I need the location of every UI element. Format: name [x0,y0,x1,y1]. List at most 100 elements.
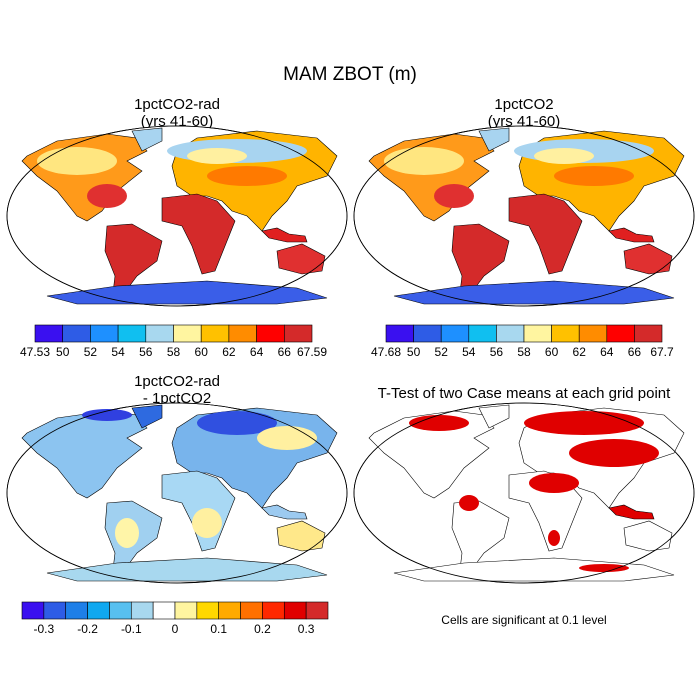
land-na [368,410,495,499]
colorbar-label: 62 [222,345,236,359]
land-id [608,504,655,520]
region-shade [524,411,644,435]
colorbar-box [62,324,91,343]
colorbar-box [130,601,154,620]
colorbar-label: 0.3 [298,622,315,636]
region-shade [384,147,464,175]
land-gl [131,404,163,429]
colorbar-box [256,324,285,343]
colorbar-box [87,601,110,620]
colorbar-label: 52 [435,345,449,359]
colorbar-box [228,324,257,343]
land-af [161,193,236,275]
colorbar-label: 50 [56,345,70,359]
panel-subtitle: (yrs 41-60) [488,113,561,130]
colorbar-box [283,601,307,620]
land-an [393,557,675,582]
colorbar-label: 0.2 [254,622,271,636]
map-frame [353,125,695,307]
colorbar-label: 60 [195,345,209,359]
colorbar-box [413,324,442,343]
colorbar-label: 60 [545,345,559,359]
land-au [623,243,673,275]
colorbar-box [65,601,88,620]
map [6,125,348,307]
colorbar-box [34,324,64,343]
region-shade [569,439,659,467]
colorbar-label: 0.1 [210,622,227,636]
panel-title: 1pctCO2-rad [134,373,220,390]
colorbar-label: -0.3 [34,622,55,636]
colorbar-box [152,601,176,620]
colorbar-label: 56 [139,345,153,359]
map-frame [6,402,348,584]
region-shade [187,148,247,164]
map-frame [6,125,348,307]
land-gl [478,404,510,429]
region-shade [529,473,579,493]
colorbar-box [218,601,241,620]
colorbar-box [262,601,285,620]
region-shade [192,508,222,538]
region-shade [197,411,277,435]
region-shade [534,148,594,164]
panel-subtitle: - 1pctCO2 [143,390,211,407]
colorbar-box [305,601,329,620]
colorbar-box [117,324,147,343]
region-shade [87,184,127,208]
panel-subtitle: (yrs 41-60) [141,113,214,130]
colorbar-box [43,601,67,620]
land-au [276,243,326,275]
panel-title: 1pctCO2-rad [134,96,220,113]
region-shade [409,415,469,431]
colorbar-label: 47.68 [371,345,401,359]
colorbar-box [109,601,132,620]
colorbar-label: 47.53 [20,345,50,359]
region-shade [37,147,117,175]
colorbar-label: 56 [490,345,504,359]
colorbar-label: 58 [517,345,531,359]
colorbar-box [634,324,663,343]
colorbar-box [496,324,525,343]
colorbar-label: 66 [628,345,642,359]
figure-title: MAM ZBOT (m) [283,64,417,85]
region-shade [554,166,634,186]
region-shade [579,564,629,572]
land-au [623,520,673,552]
colorbar-box [578,324,608,343]
land-gl [131,127,163,152]
colorbar-box [468,324,497,343]
colorbar-label: 67.59 [297,345,327,359]
colorbar-label: 62 [573,345,587,359]
colorbar-box [174,601,198,620]
colorbar-box [90,324,119,343]
colorbar-label: 67.7 [650,345,674,359]
region-shade [459,495,479,511]
map [6,402,348,584]
colorbar-label: 64 [600,345,614,359]
colorbar-box [606,324,635,343]
colorbar-label: -0.2 [77,622,98,636]
panel-title: T-Test of two Case means at each grid po… [378,385,671,402]
colorbar-box [21,601,45,620]
land-id [261,227,308,243]
colorbar-box [440,324,470,343]
map-frame [353,402,695,584]
land-gl [478,127,510,152]
region-shade [82,409,132,421]
land-an [46,280,328,305]
colorbar-label: 64 [250,345,264,359]
map [353,125,695,307]
colorbar-label: -0.1 [121,622,142,636]
land-id [261,504,308,520]
region-shade [257,426,317,450]
colorbar-label: 54 [111,345,125,359]
land-id [608,227,655,243]
colorbar-box [173,324,202,343]
region-shade [548,530,560,546]
panel-note: Cells are significant at 0.1 level [441,613,606,627]
map [353,402,695,584]
colorbar-box [200,324,230,343]
colorbar-label: 52 [84,345,98,359]
colorbar-label: 58 [167,345,181,359]
